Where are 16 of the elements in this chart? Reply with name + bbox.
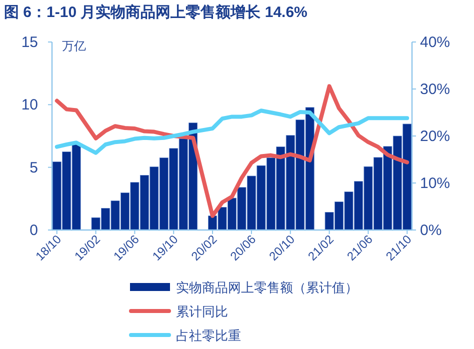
y-tick-label: 5 (30, 159, 38, 176)
legend-label: 累计同比 (176, 304, 228, 319)
legend-label: 实物商品网上零售额（累计值） (176, 280, 358, 295)
y2-tick-label: 20% (420, 128, 450, 145)
y2-tick-label: 10% (420, 175, 450, 192)
y-tick-label: 10 (21, 96, 38, 114)
line-series (54, 84, 410, 218)
y2-tick-label: 0% (420, 222, 442, 239)
chart-title: 图 6：1-10 月实物商品网上零售额增长 14.6% (4, 3, 308, 21)
y-axis-title: 万亿 (62, 39, 86, 53)
legend-label: 占社零比重 (176, 328, 241, 343)
line-series (54, 108, 410, 155)
y-tick-label: 15 (21, 34, 38, 51)
y2-tick-label: 30% (420, 81, 450, 98)
y-tick-label: 0 (30, 222, 38, 239)
y2-tick-label: 40% (420, 34, 450, 51)
